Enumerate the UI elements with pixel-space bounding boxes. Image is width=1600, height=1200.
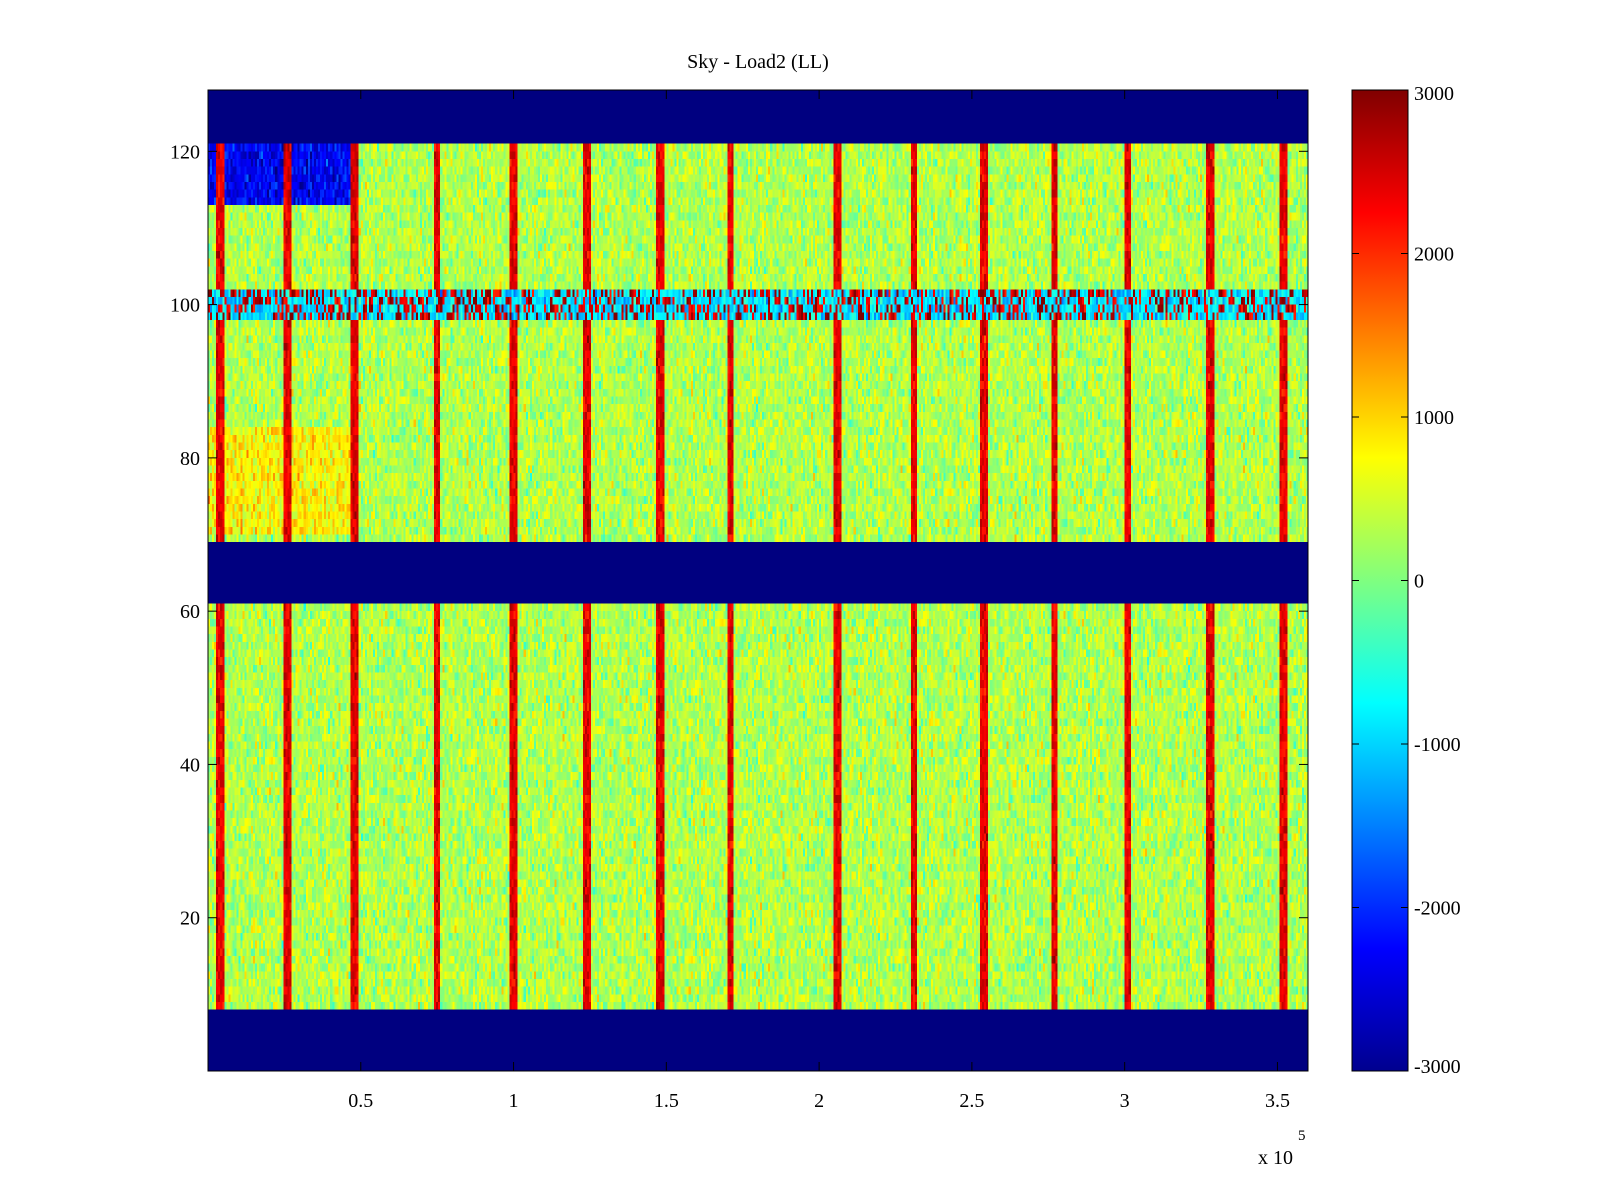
y-tick-label: 20 [180,908,200,930]
y-tick-label: 100 [170,295,200,317]
colorbar-tick-label: -2000 [1414,898,1461,920]
colorbar: 3000 2000 1000 0 -1000 -2000 -3000 [1351,83,1461,1078]
colorbar-ticks: 3000 2000 1000 0 -1000 -2000 -3000 [1352,83,1461,1078]
x-tick-label: 2 [814,1090,824,1112]
y-tick-label: 40 [180,754,200,776]
x-tick-label: 3 [1120,1090,1130,1112]
x-tick-label: 1.5 [654,1090,679,1112]
colorbar-tick-label: 3000 [1414,83,1454,105]
y-tick-label: 60 [180,601,200,623]
plot-frame [207,89,1309,1072]
x-tick-label: 0.5 [348,1090,373,1112]
x-tick-label: 1 [509,1090,519,1112]
y-axis-ticks: 20 40 60 80 100 120 [170,141,1308,930]
colorbar-tick-label: -3000 [1414,1056,1461,1078]
plot-area [207,89,1309,1072]
heatmap-image [208,90,1308,1071]
colorbar-tick-label: 2000 [1414,244,1454,266]
y-tick-label: 80 [180,448,200,470]
x-tick-label: 3.5 [1265,1090,1290,1112]
colorbar-gradient [1351,89,1409,1072]
colorbar-tick-label: 1000 [1414,407,1454,429]
y-tick-label: 120 [170,141,200,163]
x-exponent-power: 5 [1298,1128,1306,1144]
x-axis-ticks: 0.5 1 1.5 2 2.5 3 3.5 [348,90,1290,1112]
colorbar-tick-label: -1000 [1414,734,1461,756]
x-exponent-base: x 10 [1258,1147,1293,1169]
chart-title: Sky - Load2 (LL) [687,51,829,73]
x-tick-label: 2.5 [959,1090,984,1112]
colorbar-tick-label: 0 [1414,571,1424,593]
